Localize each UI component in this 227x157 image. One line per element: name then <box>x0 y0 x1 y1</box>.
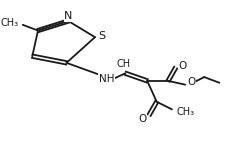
Text: CH₃: CH₃ <box>1 18 19 28</box>
Text: O: O <box>187 77 195 87</box>
Text: NH: NH <box>99 74 114 84</box>
Text: O: O <box>138 114 146 124</box>
Text: O: O <box>179 61 187 71</box>
Text: S: S <box>98 31 105 41</box>
Text: CH₃: CH₃ <box>177 107 195 117</box>
Text: CH: CH <box>116 59 131 68</box>
Text: N: N <box>64 11 73 21</box>
